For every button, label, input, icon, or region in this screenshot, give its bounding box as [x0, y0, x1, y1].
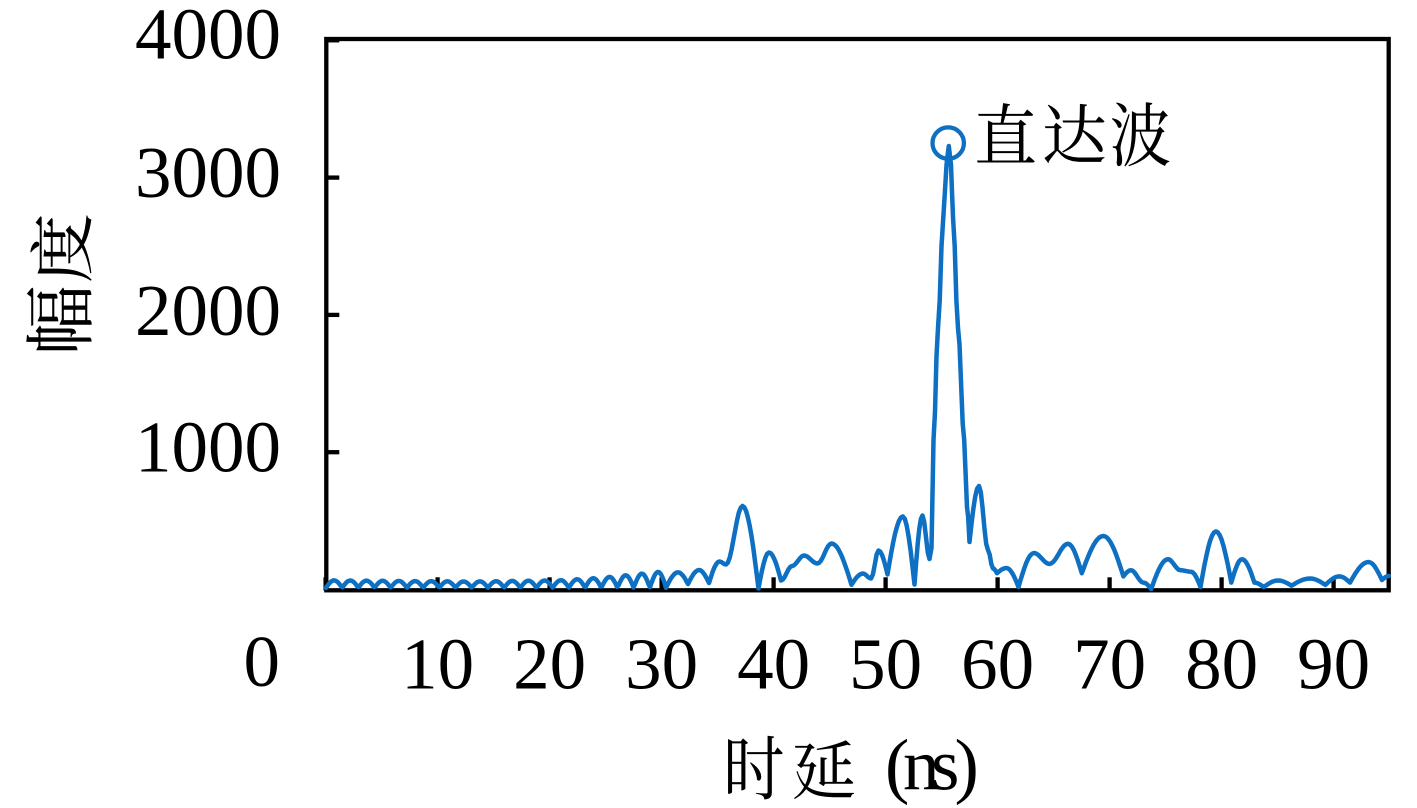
- svg-text:4000: 4000: [135, 0, 281, 75]
- svg-text:0: 0: [244, 621, 281, 702]
- svg-text:20: 20: [513, 623, 586, 704]
- svg-text:2000: 2000: [135, 270, 281, 351]
- svg-text:90: 90: [1297, 623, 1370, 704]
- svg-text:70: 70: [1073, 623, 1146, 704]
- svg-text:(ns): (ns): [885, 725, 979, 806]
- svg-text:1000: 1000: [135, 407, 281, 488]
- svg-text:80: 80: [1185, 623, 1258, 704]
- svg-text:10: 10: [401, 623, 474, 704]
- svg-text:60: 60: [961, 623, 1034, 704]
- svg-text:30: 30: [625, 623, 698, 704]
- svg-text:3000: 3000: [135, 132, 281, 213]
- svg-text:40: 40: [737, 623, 810, 704]
- svg-text:50: 50: [849, 623, 922, 704]
